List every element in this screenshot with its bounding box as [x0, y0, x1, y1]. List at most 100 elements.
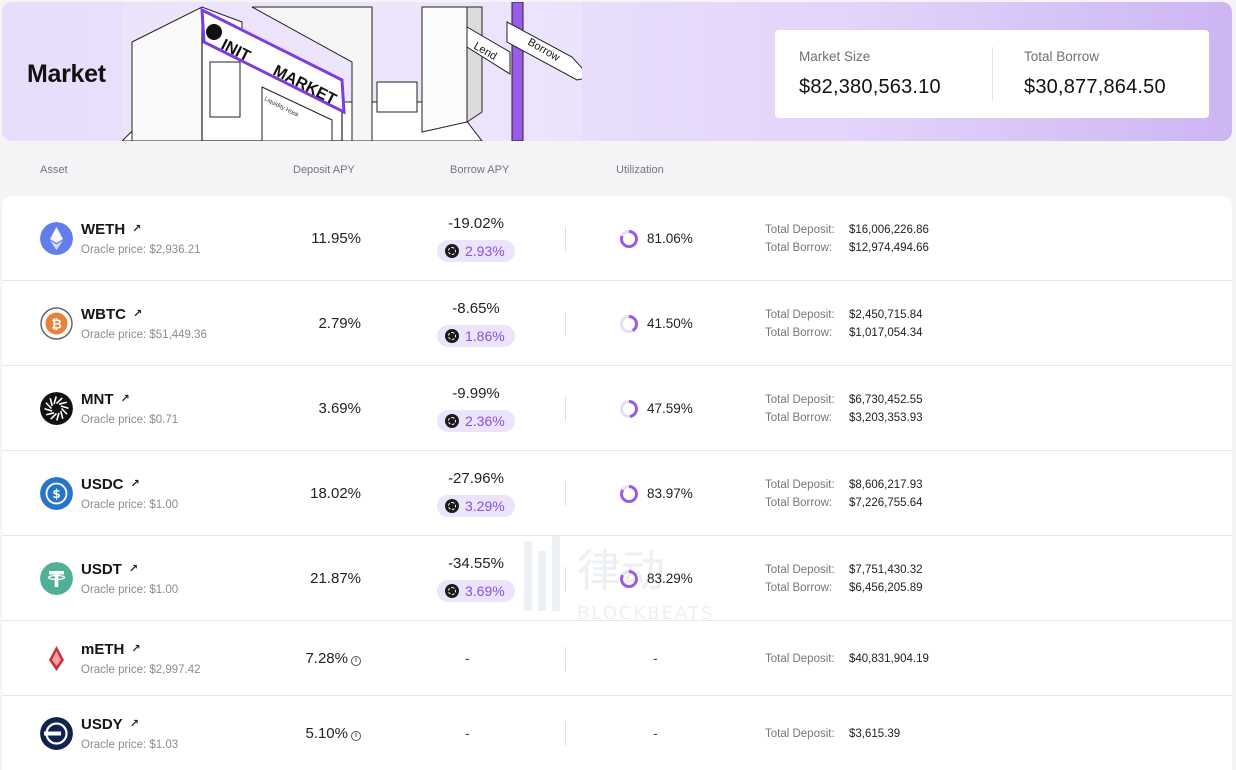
total-deposit-label: Total Deposit: [765, 563, 835, 576]
asset-symbol[interactable]: mETH [81, 640, 125, 658]
total-borrow-label: Total Borrow: [765, 581, 833, 594]
utilization-empty: - [653, 649, 658, 666]
external-link-icon[interactable]: ↗ [129, 717, 139, 730]
info-icon[interactable]: i [351, 730, 361, 741]
reward-apy-pill[interactable]: 2.93% [437, 239, 515, 262]
deposit-apy-value: 2.79% [318, 314, 361, 332]
column-divider [565, 646, 566, 671]
reward-apy-pill[interactable]: 2.36% [437, 409, 515, 432]
column-divider [565, 721, 566, 746]
column-divider [565, 396, 566, 421]
svg-text:₿: ₿ [51, 317, 62, 332]
total-borrow-value: $3,203,353.93 [849, 411, 923, 424]
meth-icon [40, 641, 73, 675]
asset-row-usdc[interactable]: $ USDC ↗ Oracle price: $1.00 18.02% -27.96% 3.… [2, 451, 1232, 536]
info-icon[interactable]: i [351, 655, 361, 666]
utilization-value: 83.97% [647, 485, 693, 501]
total-deposit-label: Total Deposit: [765, 478, 835, 491]
total-deposit-value: $40,831,904.19 [849, 652, 929, 665]
asset-totals: Total Deposit: $2,450,715.84 Total Borrow:… [765, 306, 923, 342]
oracle-price: Oracle price: $0.71 [81, 413, 179, 426]
asset-symbol[interactable]: MNT [81, 390, 114, 408]
asset-name[interactable]: USDY ↗ [81, 716, 139, 733]
asset-name[interactable]: USDT ↗ [81, 561, 138, 578]
borrow-apy-empty: - [465, 724, 470, 741]
asset-name[interactable]: WETH ↗ [81, 221, 141, 238]
borrow-apy: -9.99% [452, 384, 500, 402]
deposit-apy: 3.69% [318, 400, 361, 417]
reward-apy-pill[interactable]: 3.69% [437, 579, 515, 602]
total-deposit-label: Total Deposit: [765, 727, 835, 740]
asset-row-mnt[interactable]: MNT ↗ Oracle price: $0.71 3.69% -9.99% 2.36% … [2, 366, 1232, 451]
deposit-apy: 7.28% i [305, 650, 361, 667]
deposit-apy-value: 11.95% [311, 229, 361, 247]
asset-row-usdy[interactable]: USDY ↗ Oracle price: $1.03 5.10% i - - Total De… [2, 696, 1232, 770]
deposit-apy: 5.10% i [305, 725, 361, 742]
asset-row-wbtc[interactable]: ₿ WBTC ↗ Oracle price: $51,449.36 2.79% -8.65… [2, 281, 1232, 366]
asset-totals: Total Deposit: $8,606,217.93 Total Borrow:… [765, 476, 923, 512]
total-borrow-label: Total Borrow: [765, 326, 833, 339]
reward-apy-value: 2.36% [465, 412, 505, 429]
market-stats-card: Market Size $82,380,563.10 Total Borrow … [775, 30, 1209, 118]
reward-apy-pill[interactable]: 3.29% [437, 494, 515, 517]
asset-name[interactable]: mETH ↗ [81, 641, 141, 658]
borrow-apy: -27.96% [448, 469, 504, 487]
total-borrow-value: $30,877,864.50 [1024, 76, 1166, 98]
oracle-price: Oracle price: $1.03 [81, 738, 179, 751]
market-illustration: INIT MARKET Liquidity Hook Lend Borrow [122, 2, 582, 141]
column-divider [565, 566, 566, 591]
asset-name[interactable]: MNT ↗ [81, 391, 130, 408]
external-link-icon[interactable]: ↗ [130, 477, 140, 490]
asset-row-meth[interactable]: mETH ↗ Oracle price: $2,997.42 7.28% i - - Tota… [2, 621, 1232, 696]
borrow-apy: -19.02% [448, 214, 504, 232]
oracle-price: Oracle price: $2,936.21 [81, 243, 201, 256]
asset-row-weth[interactable]: WETH ↗ Oracle price: $2,936.21 11.95% -19.02… [2, 196, 1232, 281]
asset-row-usdt[interactable]: USDT ↗ Oracle price: $1.00 21.87% -34.55% 3.6… [2, 536, 1232, 621]
total-deposit-label: Total Deposit: [765, 308, 835, 321]
utilization-ring [619, 399, 639, 419]
total-borrow-value: $7,226,755.64 [849, 496, 923, 509]
asset-name[interactable]: WBTC ↗ [81, 306, 142, 323]
table-column-headers: Asset Deposit APY Borrow APY Utilization [0, 160, 1236, 182]
asset-totals: Total Deposit: $3,615.39 [765, 725, 900, 743]
column-deposit-apy[interactable]: Deposit APY [293, 164, 355, 176]
external-link-icon[interactable]: ↗ [131, 642, 141, 655]
asset-name[interactable]: USDC ↗ [81, 476, 140, 493]
external-link-icon[interactable]: ↗ [128, 562, 139, 575]
asset-symbol[interactable]: WBTC [81, 305, 126, 323]
deposit-apy-value: 7.28% [305, 649, 348, 667]
total-borrow-value: $12,974,494.66 [849, 241, 929, 254]
total-borrow-label: Total Borrow: [765, 496, 833, 509]
deposit-apy-value: 18.02% [310, 484, 361, 502]
total-borrow-value: $6,456,205.89 [849, 581, 923, 594]
asset-totals: Total Deposit: $7,751,430.32 Total Borrow:… [765, 561, 923, 597]
column-divider [565, 226, 566, 251]
reward-apy-pill[interactable]: 1.86% [437, 324, 515, 347]
external-link-icon[interactable]: ↗ [132, 222, 142, 235]
column-divider [565, 481, 566, 506]
utilization-ring [619, 484, 639, 504]
column-asset[interactable]: Asset [40, 164, 68, 176]
reward-apy-value: 3.29% [465, 497, 505, 514]
column-borrow-apy[interactable]: Borrow APY [450, 164, 510, 176]
utilization-value: 83.29% [647, 570, 693, 586]
deposit-apy-value: 3.69% [318, 399, 361, 417]
external-link-icon[interactable]: ↗ [120, 392, 130, 405]
market-header: Market INIT MARKET Liquidity Hook Lend B… [2, 2, 1232, 141]
asset-symbol[interactable]: USDC [81, 475, 124, 493]
reward-token-icon [445, 498, 459, 513]
deposit-apy: 2.79% [318, 315, 361, 332]
column-utilization[interactable]: Utilization [616, 164, 664, 176]
asset-symbol[interactable]: USDT [81, 560, 122, 578]
external-link-icon[interactable]: ↗ [133, 307, 143, 320]
reward-token-icon [445, 243, 459, 258]
deposit-apy: 11.95% [311, 230, 361, 247]
usdc-icon: $ [40, 476, 73, 510]
asset-symbol[interactable]: USDY [81, 715, 123, 733]
asset-symbol[interactable]: WETH [81, 220, 126, 238]
reward-apy-value: 1.86% [465, 327, 505, 344]
deposit-apy-value: 21.87% [310, 569, 361, 587]
total-deposit-value: $16,006,226.86 [849, 223, 929, 236]
total-deposit-value: $7,751,430.32 [849, 563, 923, 576]
utilization-value: 47.59% [647, 400, 693, 416]
